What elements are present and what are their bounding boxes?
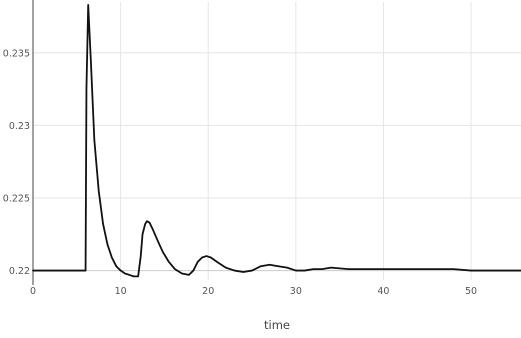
tick-labels: 0 10 20 30 40 50 0.22 0.225 0.23 0.235	[3, 48, 477, 297]
x-tick-label: 0	[30, 286, 36, 297]
y-tick-label: 0.235	[3, 48, 30, 59]
x-tick-label: 40	[377, 286, 389, 297]
y-tick-label: 0.225	[3, 193, 30, 204]
x-tick-label: 50	[465, 286, 477, 297]
x-axis-label: time	[264, 318, 290, 332]
axes	[32, 0, 521, 285]
y-tick-label: 0.22	[9, 266, 30, 277]
series-line	[32, 4, 521, 278]
x-tick-label: 10	[115, 286, 127, 297]
grid-lines	[33, 2, 521, 280]
x-tick-label: 30	[290, 286, 302, 297]
x-tick-label: 20	[202, 286, 214, 297]
y-tick-label: 0.23	[9, 121, 30, 132]
series-lines	[32, 4, 521, 278]
